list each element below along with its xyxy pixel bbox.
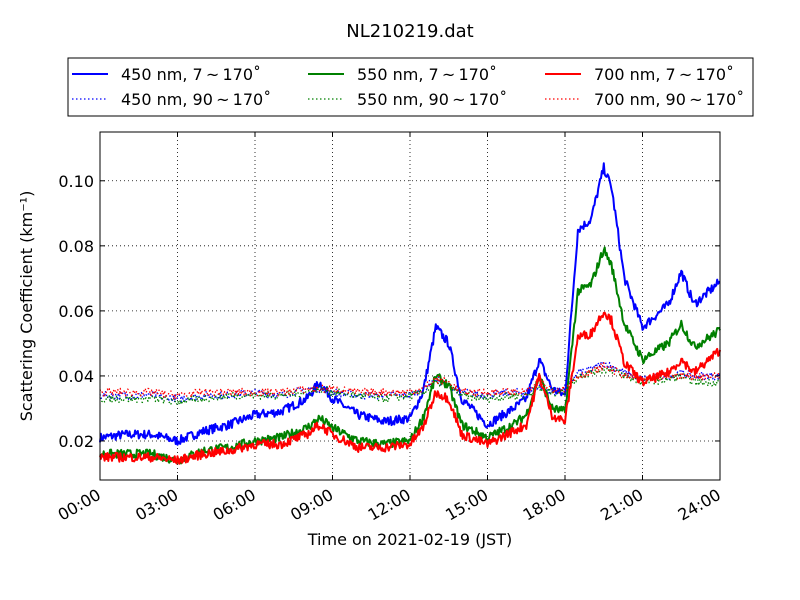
legend-label: 450 nm, 7 ~ 170˚ <box>121 65 261 84</box>
legend-label: 450 nm, 90 ~ 170˚ <box>121 90 271 109</box>
y-tick-label: 0.06 <box>58 302 94 321</box>
series-line-6 <box>99 362 721 400</box>
y-tick-label: 0.08 <box>58 237 94 256</box>
grid <box>100 132 720 480</box>
legend-label: 700 nm, 90 ~ 170˚ <box>594 90 744 109</box>
legend-label: 550 nm, 90 ~ 170˚ <box>357 90 507 109</box>
y-axis-label: Scattering Coefficient (km⁻¹) <box>17 191 36 422</box>
series-line-5 <box>99 311 721 465</box>
y-tick-label: 0.04 <box>58 367 94 386</box>
legend-label: 550 nm, 7 ~ 170˚ <box>357 65 497 84</box>
series-line-4 <box>99 366 721 406</box>
chart-title: NL210219.dat <box>346 21 473 42</box>
y-tick-label: 0.02 <box>58 432 94 451</box>
legend-label: 700 nm, 7 ~ 170˚ <box>594 65 734 84</box>
y-tick-label: 0.10 <box>58 172 94 191</box>
legend: 450 nm, 7 ~ 170˚ 550 nm, 7 ~ 170˚ 700 nm, … <box>67 57 754 117</box>
series-line-1 <box>99 162 721 446</box>
series-layer <box>99 162 721 465</box>
x-axis-label: Time on 2021-02-19 (JST) <box>307 530 512 549</box>
legend-frame <box>67 57 754 117</box>
